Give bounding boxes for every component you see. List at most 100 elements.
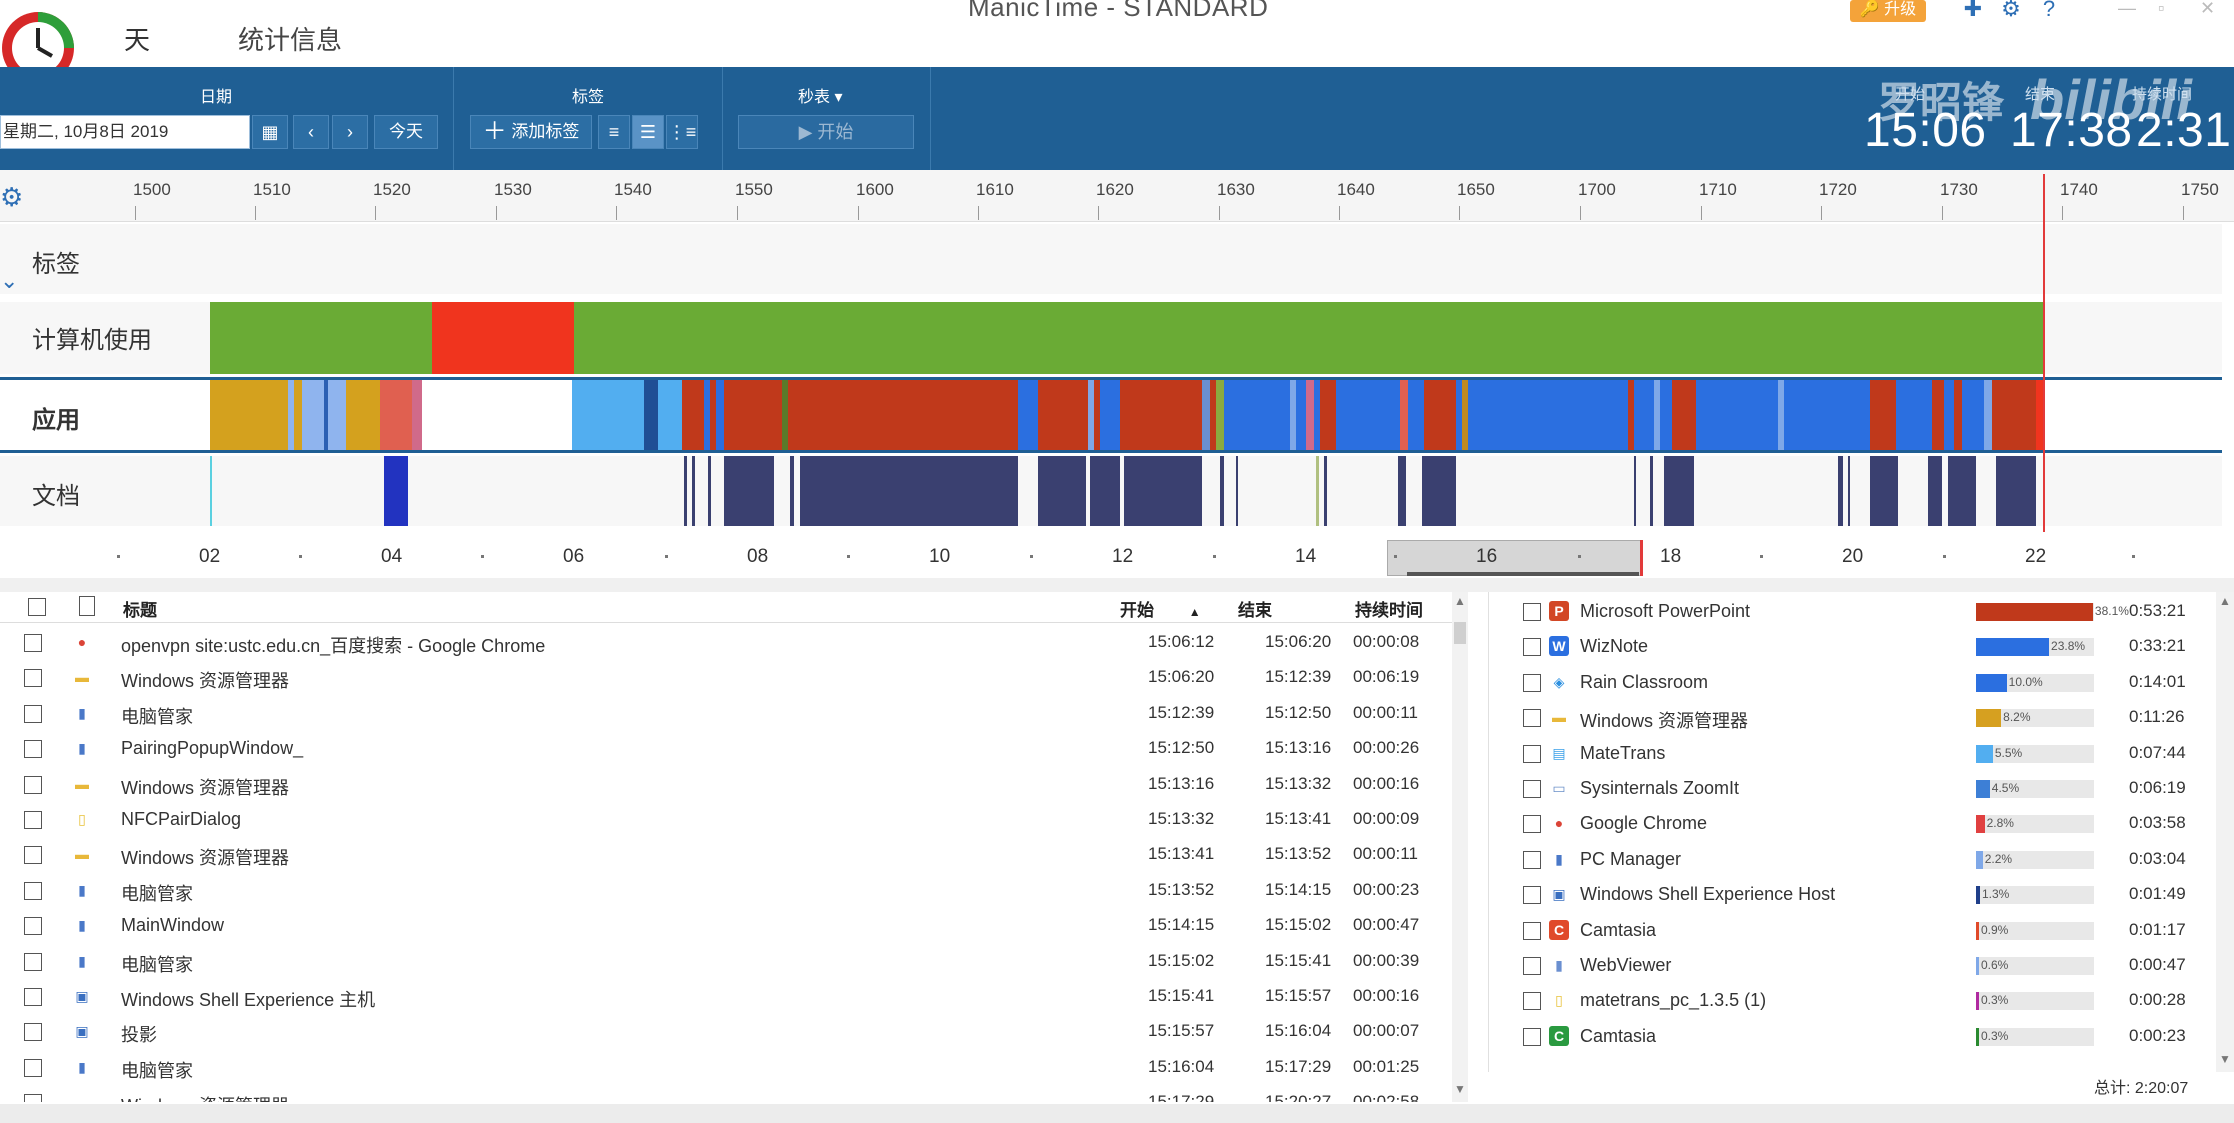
application-summary-row[interactable]: ▬ Windows 资源管理器 8.2% 0:11:26 xyxy=(1489,700,2216,735)
table-scrollbar[interactable]: ▲ ▼ xyxy=(1452,592,1468,1102)
application-segment[interactable] xyxy=(302,380,324,450)
column-header-duration[interactable]: 持续时间 xyxy=(1355,601,1423,620)
app-checkbox[interactable] xyxy=(1523,957,1541,975)
timeline-row-computer-usage[interactable]: 计算机使用 xyxy=(0,302,2222,374)
app-checkbox[interactable] xyxy=(1523,850,1541,869)
application-segment[interactable] xyxy=(1654,380,1660,450)
document-segment[interactable] xyxy=(1038,456,1086,526)
application-segment[interactable] xyxy=(1628,380,1634,450)
application-segment[interactable] xyxy=(1634,380,1654,450)
application-segment[interactable] xyxy=(1672,380,1696,450)
application-summary-row[interactable]: ◈ Rain Classroom 10.0% 0:14:01 xyxy=(1489,665,2216,700)
application-segment[interactable] xyxy=(1216,380,1224,450)
application-segment[interactable] xyxy=(412,380,422,450)
document-segment[interactable] xyxy=(1838,456,1843,526)
document-segment[interactable] xyxy=(684,456,687,526)
application-segment[interactable] xyxy=(1088,380,1094,450)
application-segment[interactable] xyxy=(210,380,288,450)
document-segment[interactable] xyxy=(1316,456,1319,526)
gear-icon[interactable]: ⚙ xyxy=(2001,0,2021,21)
document-segment[interactable] xyxy=(1650,456,1653,526)
document-segment[interactable] xyxy=(1220,456,1224,526)
row-checkbox[interactable] xyxy=(24,1023,42,1042)
application-segment[interactable] xyxy=(724,380,782,450)
list-view-icon[interactable]: ≡ xyxy=(598,115,630,149)
tab-day[interactable]: 天 xyxy=(124,25,151,55)
table-row[interactable]: ▣ Windows Shell Experience 主机 15:15:41 15:1… xyxy=(0,979,1452,1014)
table-row[interactable]: ▮ 电脑管家 15:13:52 15:14:15 00:00:23 xyxy=(0,873,1452,908)
table-row[interactable]: ▮ 电脑管家 15:15:02 15:15:41 00:00:39 xyxy=(0,944,1452,979)
document-segment[interactable] xyxy=(790,456,794,526)
application-summary-row[interactable]: ▤ MateTrans 5.5% 0:07:44 xyxy=(1489,736,2216,771)
application-summary-row[interactable]: W WizNote 23.8% 0:33:21 xyxy=(1489,629,2216,664)
table-scrollbar-thumb[interactable] xyxy=(1454,622,1466,644)
application-summary-row[interactable]: C Camtasia 0.9% 0:01:17 xyxy=(1489,913,2216,948)
document-segment[interactable] xyxy=(1124,456,1202,526)
application-segment[interactable] xyxy=(1018,380,1038,450)
application-segment[interactable] xyxy=(1932,380,1944,450)
maximize-icon[interactable]: ▫ xyxy=(2158,0,2165,18)
puzzle-icon[interactable]: ✚ xyxy=(1963,0,1983,21)
row-checkbox[interactable] xyxy=(24,846,42,865)
application-segment[interactable] xyxy=(1306,380,1314,450)
application-segment[interactable] xyxy=(1224,380,1248,450)
table-row[interactable]: ▯ NFCPairDialog 15:13:32 15:13:41 00:00:09 xyxy=(0,802,1452,837)
application-segment[interactable] xyxy=(346,380,380,450)
column-header-start[interactable]: 开始 ▲ xyxy=(1120,596,1201,621)
document-segment[interactable] xyxy=(210,456,212,526)
application-segment[interactable] xyxy=(1954,380,1962,450)
table-row[interactable]: ▬ Windows 资源管理器 15:13:16 15:13:32 00:00:16 xyxy=(0,767,1452,802)
row-checkbox[interactable] xyxy=(24,811,42,829)
application-segment[interactable] xyxy=(1248,380,1290,450)
application-segment[interactable] xyxy=(1424,380,1456,450)
table-row[interactable]: ▮ PairingPopupWindow_ 15:12:50 15:13:16 00:0… xyxy=(0,731,1452,766)
application-summary-row[interactable]: ▯ matetrans_pc_1.3.5 (1) 0.3% 0:00:28 xyxy=(1489,983,2216,1018)
application-segment[interactable] xyxy=(1896,380,1932,450)
app-checkbox[interactable] xyxy=(1523,603,1541,621)
application-summary-row[interactable]: ▮ WebViewer 0.6% 0:00:47 xyxy=(1489,948,2216,983)
application-summary-row[interactable]: C Camtasia 0.3% 0:00:23 xyxy=(1489,1019,2216,1054)
table-row[interactable]: ▮ 电脑管家 15:12:39 15:12:50 00:00:11 xyxy=(0,696,1452,731)
application-segment[interactable] xyxy=(1944,380,1954,450)
tab-statistics[interactable]: 统计信息 xyxy=(238,25,343,55)
scroll-up-icon[interactable]: ▲ xyxy=(2219,594,2231,608)
document-segment[interactable] xyxy=(800,456,1018,526)
application-segment[interactable] xyxy=(1210,380,1216,450)
application-segment[interactable] xyxy=(1100,380,1120,450)
application-segment[interactable] xyxy=(644,380,658,450)
app-checkbox[interactable] xyxy=(1523,780,1541,798)
table-row[interactable]: ▬ Windows 资源管理器 15:17:29 15:20:27 00:02:58 xyxy=(0,1085,1452,1102)
application-segment[interactable] xyxy=(1456,380,1462,450)
column-header-title[interactable]: 标题 xyxy=(123,601,157,620)
app-checkbox[interactable] xyxy=(1523,744,1541,763)
stopwatch-group-label[interactable]: 秒表 ▾ xyxy=(798,83,843,107)
application-segment[interactable] xyxy=(716,380,724,450)
document-segment[interactable] xyxy=(1848,456,1850,526)
document-segment[interactable] xyxy=(708,456,711,526)
application-segment[interactable] xyxy=(1408,380,1424,450)
application-segment[interactable] xyxy=(1778,380,1784,450)
document-segment[interactable] xyxy=(1664,456,1694,526)
app-checkbox[interactable] xyxy=(1523,638,1541,657)
today-button[interactable]: 今天 xyxy=(374,115,438,149)
row-checkbox[interactable] xyxy=(24,669,42,688)
scroll-up-icon[interactable]: ▲ xyxy=(1454,594,1466,608)
document-segment[interactable] xyxy=(1324,456,1327,526)
application-segment[interactable] xyxy=(1984,380,1992,450)
application-segment[interactable] xyxy=(1992,380,2036,450)
column-header-end[interactable]: 结束 xyxy=(1238,601,1272,620)
row-checkbox[interactable] xyxy=(24,704,42,723)
app-checkbox[interactable] xyxy=(1523,1027,1541,1046)
settings-icon[interactable]: ⚙ xyxy=(0,182,24,212)
application-segment[interactable] xyxy=(1400,380,1408,450)
app-checkbox[interactable] xyxy=(1523,815,1541,834)
document-segment[interactable] xyxy=(724,456,774,526)
application-segment[interactable] xyxy=(1378,380,1400,450)
application-segment[interactable] xyxy=(788,380,1018,450)
application-segment[interactable] xyxy=(1660,380,1672,450)
application-segment[interactable] xyxy=(1696,380,1778,450)
document-segment[interactable] xyxy=(1236,456,1238,526)
application-segment[interactable] xyxy=(572,380,644,450)
application-segment[interactable] xyxy=(1784,380,1870,450)
application-segment[interactable] xyxy=(380,380,412,450)
